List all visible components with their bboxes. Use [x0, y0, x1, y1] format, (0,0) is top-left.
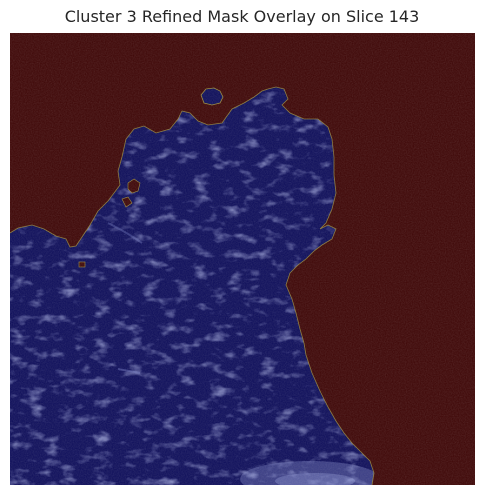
image-grain — [10, 33, 475, 485]
mask-overlay-image — [10, 33, 475, 485]
figure-title: Cluster 3 Refined Mask Overlay on Slice … — [64, 7, 420, 26]
mask-overlay-svg — [10, 33, 475, 485]
